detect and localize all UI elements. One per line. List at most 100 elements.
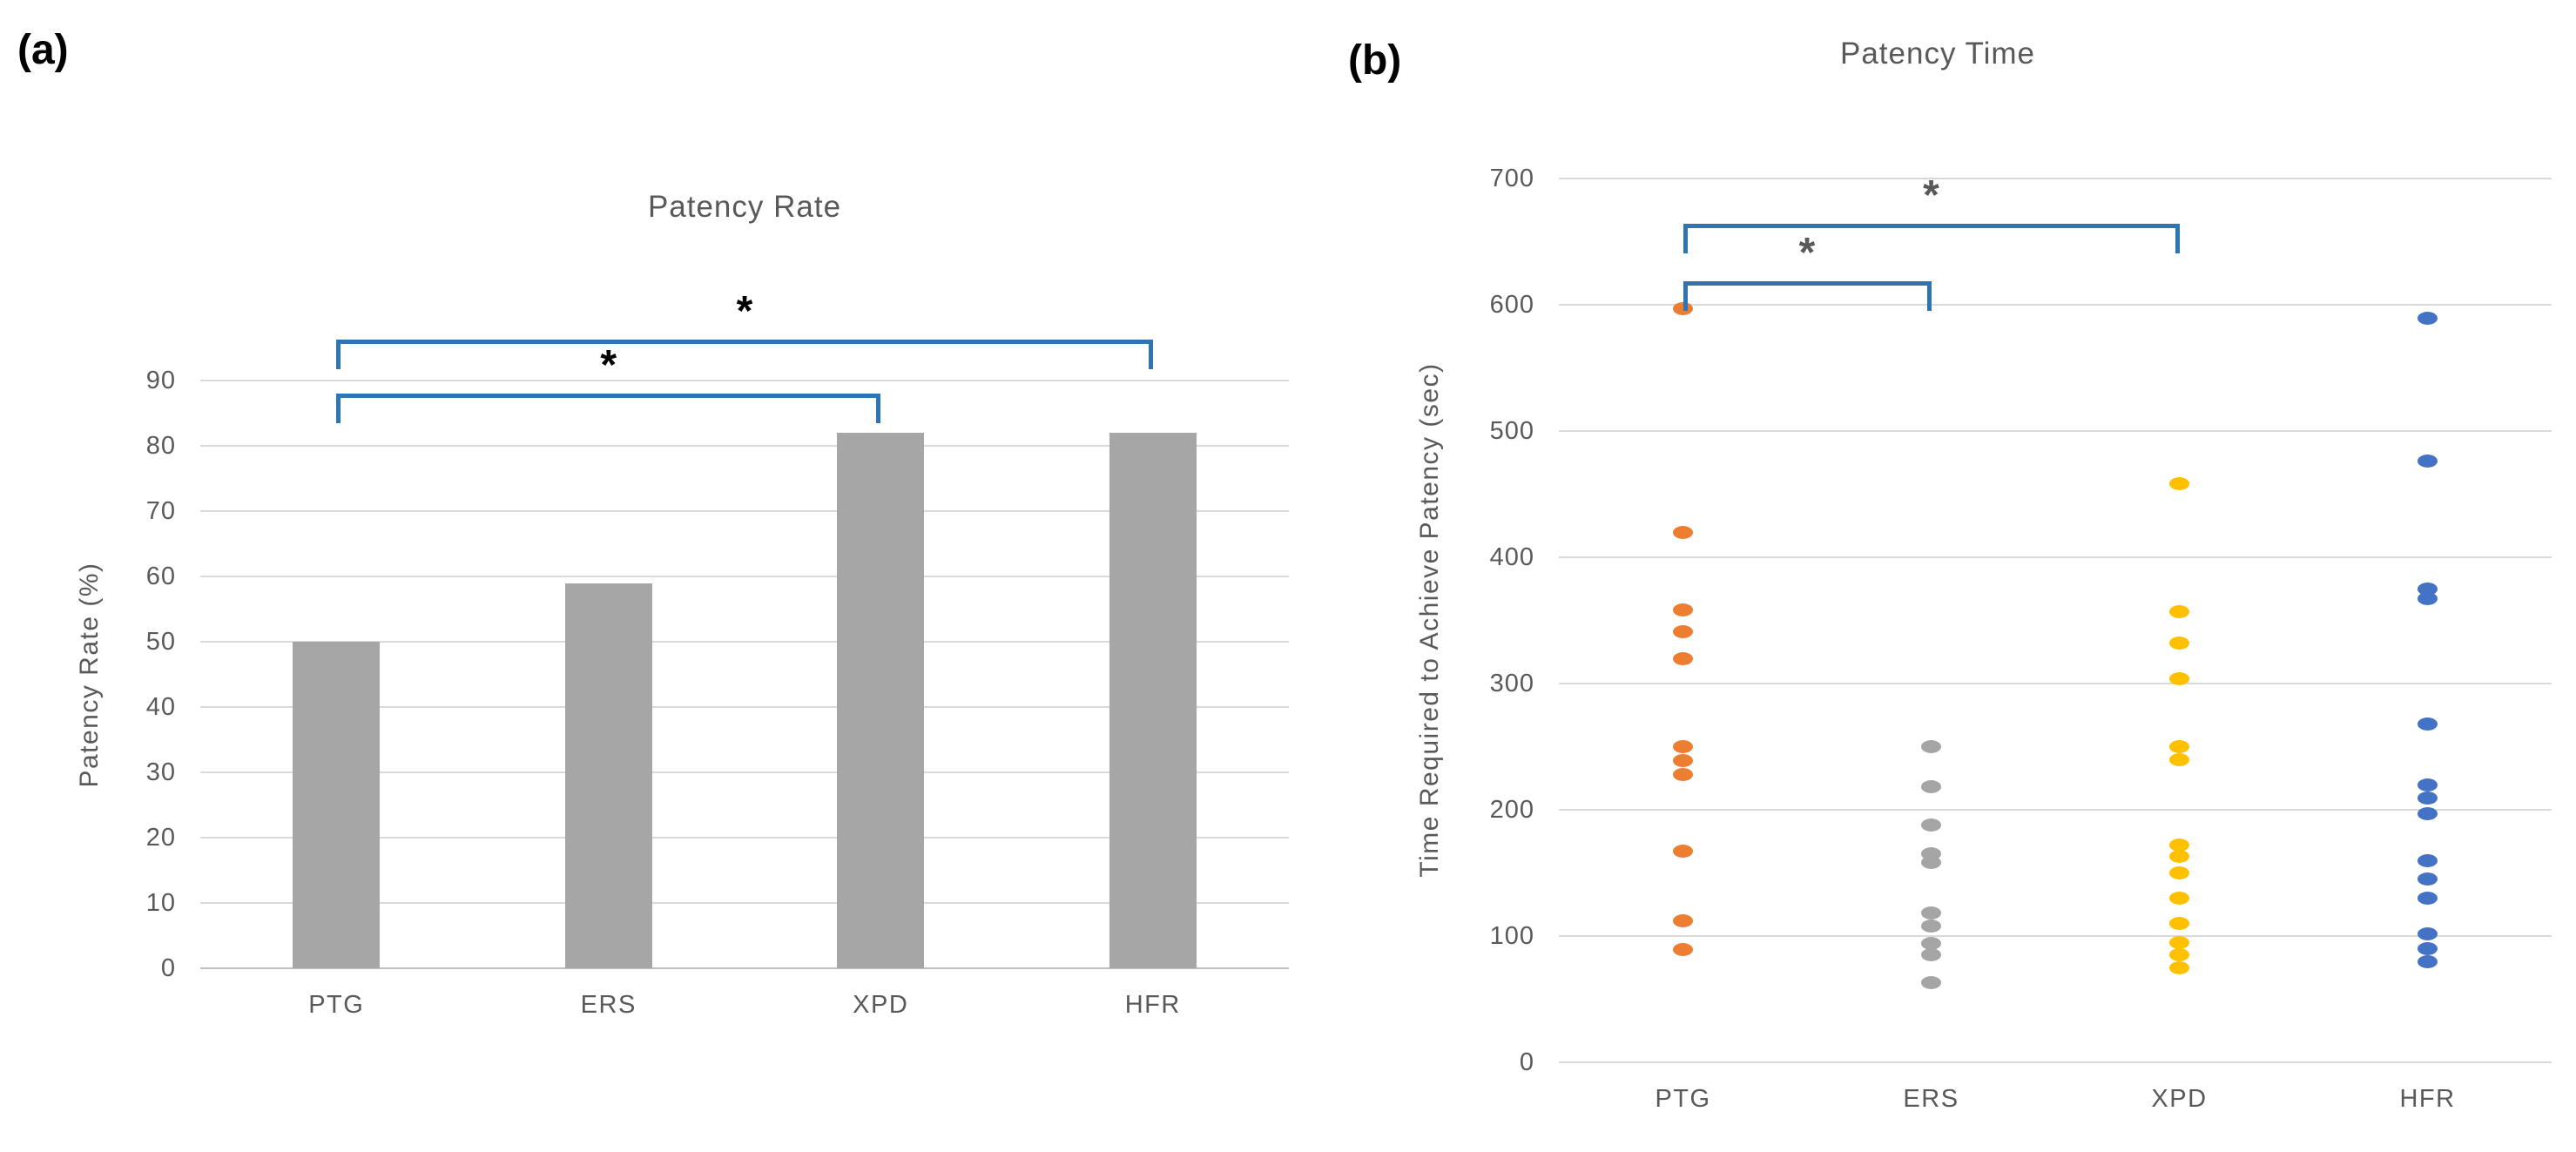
gridline	[1559, 430, 2552, 432]
data-point-xpd	[2169, 604, 2189, 618]
significance-star: *	[600, 342, 617, 388]
gridline	[200, 510, 1289, 512]
chart-b-title: Patency Time	[1839, 37, 2036, 71]
data-point-hfr	[2418, 592, 2438, 606]
data-point-hfr	[2418, 312, 2438, 326]
gridline	[1559, 304, 2552, 306]
data-point-hfr	[2418, 792, 2438, 805]
data-point-ers	[1921, 919, 1941, 933]
data-point-ptg	[1673, 625, 1693, 639]
gridline	[200, 445, 1289, 447]
data-point-xpd	[2169, 917, 2189, 930]
gridline	[1559, 556, 2552, 558]
y-tick-label: 80	[145, 432, 176, 460]
x-axis-label-ers: ERS	[580, 991, 637, 1019]
data-point-ptg	[1673, 651, 1693, 665]
y-tick-label: 400	[1489, 543, 1534, 571]
gridline	[200, 706, 1289, 708]
y-tick-label: 60	[145, 563, 176, 590]
y-tick-label: 200	[1489, 796, 1534, 824]
y-tick-label: 50	[145, 628, 176, 656]
data-point-ers	[1921, 818, 1941, 832]
x-axis-label-hfr: HFR	[2399, 1085, 2456, 1113]
data-point-xpd	[2169, 892, 2189, 905]
gridline	[200, 902, 1289, 904]
bar-xpd	[837, 433, 925, 968]
data-point-hfr	[2418, 954, 2438, 968]
x-axis-label-ptg: PTG	[1655, 1085, 1711, 1113]
x-axis-label-ptg: PTG	[308, 991, 365, 1019]
significance-star: *	[736, 288, 753, 334]
data-point-hfr	[2418, 582, 2438, 596]
data-point-xpd	[2169, 752, 2189, 766]
data-point-hfr	[2418, 806, 2438, 820]
significance-star: *	[1923, 172, 1939, 219]
data-point-ptg	[1673, 767, 1693, 781]
significance-bracket	[336, 340, 1153, 369]
data-point-xpd	[2169, 850, 2189, 864]
gridline	[200, 837, 1289, 839]
x-axis-label-ers: ERS	[1903, 1085, 1959, 1113]
panel-label-b: (b)	[1348, 37, 1402, 84]
y-tick-label: 600	[1489, 291, 1534, 319]
data-point-ptg	[1673, 525, 1693, 539]
data-point-ptg	[1673, 845, 1693, 859]
y-tick-label: 700	[1489, 165, 1534, 192]
panel-label-a: (a)	[17, 27, 69, 73]
y-tick-label: 30	[145, 758, 176, 786]
data-point-ers	[1921, 856, 1941, 870]
gridline	[200, 771, 1289, 773]
significance-bracket	[1682, 281, 1932, 311]
x-axis-label-hfr: HFR	[1124, 991, 1181, 1019]
x-axis-label-xpd: XPD	[2151, 1085, 2208, 1113]
y-tick-label: 90	[145, 367, 176, 394]
data-point-ptg	[1673, 914, 1693, 928]
data-point-xpd	[2169, 637, 2189, 650]
data-point-ers	[1921, 948, 1941, 962]
data-point-hfr	[2418, 455, 2438, 468]
data-point-ptg	[1673, 943, 1693, 957]
y-tick-label: 20	[145, 824, 176, 852]
y-tick-label: 100	[1489, 922, 1534, 950]
data-point-ers	[1921, 976, 1941, 990]
data-point-ptg	[1673, 740, 1693, 753]
data-point-xpd	[2169, 839, 2189, 852]
data-point-xpd	[2169, 866, 2189, 879]
data-point-ptg	[1673, 753, 1693, 767]
y-tick-label: 70	[145, 497, 176, 525]
gridline	[200, 641, 1289, 643]
data-point-hfr	[2418, 717, 2438, 731]
x-axis-line	[200, 967, 1289, 969]
data-point-ers	[1921, 780, 1941, 794]
data-point-xpd	[2169, 948, 2189, 962]
data-point-ers	[1921, 937, 1941, 951]
data-point-hfr	[2418, 853, 2438, 867]
gridline	[200, 380, 1289, 381]
chart-a-y-axis-title: Patency Rate (%)	[75, 562, 104, 788]
chart-a-title: Patency Rate	[647, 190, 842, 224]
data-point-hfr	[2418, 926, 2438, 940]
data-point-ers	[1921, 740, 1941, 753]
data-point-hfr	[2418, 892, 2438, 905]
y-tick-label: 0	[1519, 1048, 1534, 1076]
data-point-xpd	[2169, 935, 2189, 949]
significance-bracket	[1682, 224, 2180, 253]
x-axis-label-xpd: XPD	[853, 991, 909, 1019]
significance-star: *	[1798, 230, 1816, 276]
bar-hfr	[1109, 433, 1197, 968]
data-point-hfr	[2418, 778, 2438, 792]
y-tick-label: 40	[145, 693, 176, 721]
gridline	[1559, 178, 2552, 179]
bar-ptg	[293, 642, 381, 968]
data-point-xpd	[2169, 477, 2189, 491]
y-tick-label: 10	[145, 889, 176, 917]
data-point-hfr	[2418, 942, 2438, 955]
data-point-hfr	[2418, 872, 2438, 886]
data-point-xpd	[2169, 740, 2189, 753]
data-point-ptg	[1673, 603, 1693, 617]
data-point-xpd	[2169, 960, 2189, 974]
gridline	[1559, 935, 2552, 937]
significance-bracket	[336, 394, 881, 423]
data-point-xpd	[2169, 671, 2189, 685]
